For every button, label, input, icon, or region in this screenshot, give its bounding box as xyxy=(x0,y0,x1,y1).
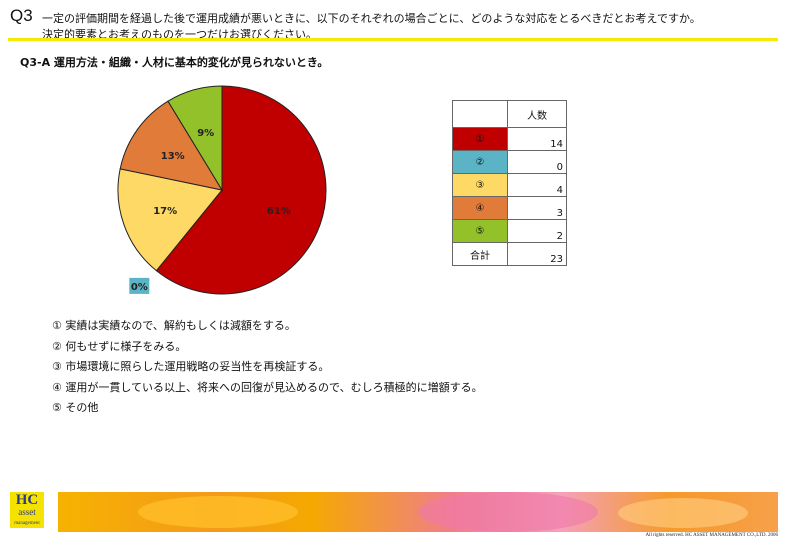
pie-label-4: 13% xyxy=(161,151,185,162)
table-count-5: 2 xyxy=(507,219,567,243)
table-row: ① 14 xyxy=(452,127,567,151)
logo-line2: asset xyxy=(18,507,36,517)
table-row: ③ 4 xyxy=(452,173,567,197)
table-total-row: 合計 23 xyxy=(452,242,567,266)
question-number: Q3 xyxy=(10,6,33,25)
footer-blob xyxy=(138,496,298,528)
answer-option-3: ③ 市場環境に照らした運用戦略の妥当性を再検証する。 xyxy=(52,360,330,373)
pie-slice-2 xyxy=(129,277,150,294)
table-key-5: ⑤ xyxy=(452,219,508,243)
footer-decoration xyxy=(58,492,778,532)
table-key-4: ④ xyxy=(452,196,508,220)
pie-chart: 61% 0% 17% 13% 9% xyxy=(117,85,327,295)
pie-slice-5 xyxy=(167,85,223,192)
table-row: ⑤ 2 xyxy=(452,219,567,243)
footer-blob xyxy=(418,492,598,532)
chart-title: Q3-A 運用方法・組織・人材に基本的変化が見られないとき。 xyxy=(20,56,329,69)
table-count-2: 0 xyxy=(507,150,567,174)
answer-option-5: ⑤ その他 xyxy=(52,401,99,414)
table-key-1: ① xyxy=(452,127,508,151)
pie-slice-3 xyxy=(117,168,223,272)
footer-blob xyxy=(618,498,748,528)
logo-line3: management xyxy=(14,521,40,526)
pie-label-3: 17% xyxy=(153,206,177,217)
table-total-label: 合計 xyxy=(452,242,508,266)
pie-slice-1 xyxy=(155,85,327,295)
table-row: ④ 3 xyxy=(452,196,567,220)
table-header-blank xyxy=(452,100,508,128)
pie-slice-4 xyxy=(119,100,224,191)
answer-option-1: ① 実績は実績なので、解約もしくは減額をする。 xyxy=(52,319,296,332)
count-table: 人数 ① 14 ② 0 ③ 4 ④ 3 ⑤ 2 合計 23 xyxy=(452,100,567,266)
header-divider xyxy=(8,38,778,41)
logo-line1: HC xyxy=(15,492,39,508)
pie-label-1: 61% xyxy=(267,206,291,217)
question-instruction: 決定的要素とお考えのものを一つだけお選びください。 xyxy=(42,28,317,41)
answer-options-list: ① 実績は実績なので、解約もしくは減額をする。 ② 何もせずに様子をみる。 ③ … xyxy=(52,316,483,419)
table-row: ② 0 xyxy=(452,150,567,174)
question-text: 一定の評価期間を経過した後で運用成績が悪いときに、以下のそれぞれの場合ごとに、ど… xyxy=(42,12,701,25)
table-count-1: 14 xyxy=(507,127,567,151)
table-header-row: 人数 xyxy=(452,100,567,128)
table-count-3: 4 xyxy=(507,173,567,197)
pie-label-5: 9% xyxy=(197,128,214,139)
table-count-4: 3 xyxy=(507,196,567,220)
copyright-text: All rights reserved. HC ASSET MANAGEMENT… xyxy=(645,533,778,538)
table-key-3: ③ xyxy=(452,173,508,197)
table-total-value: 23 xyxy=(507,242,567,266)
answer-option-2: ② 何もせずに様子をみる。 xyxy=(52,339,187,353)
table-header-count: 人数 xyxy=(507,100,567,128)
answer-option-4: ④ 運用が一貫している以上、将来への回復が見込めるので、むしろ積極的に増額する。 xyxy=(52,380,483,394)
pie-label-2: 0% xyxy=(131,282,148,293)
company-logo: HC asset management xyxy=(10,492,44,528)
table-key-2: ② xyxy=(452,150,508,174)
